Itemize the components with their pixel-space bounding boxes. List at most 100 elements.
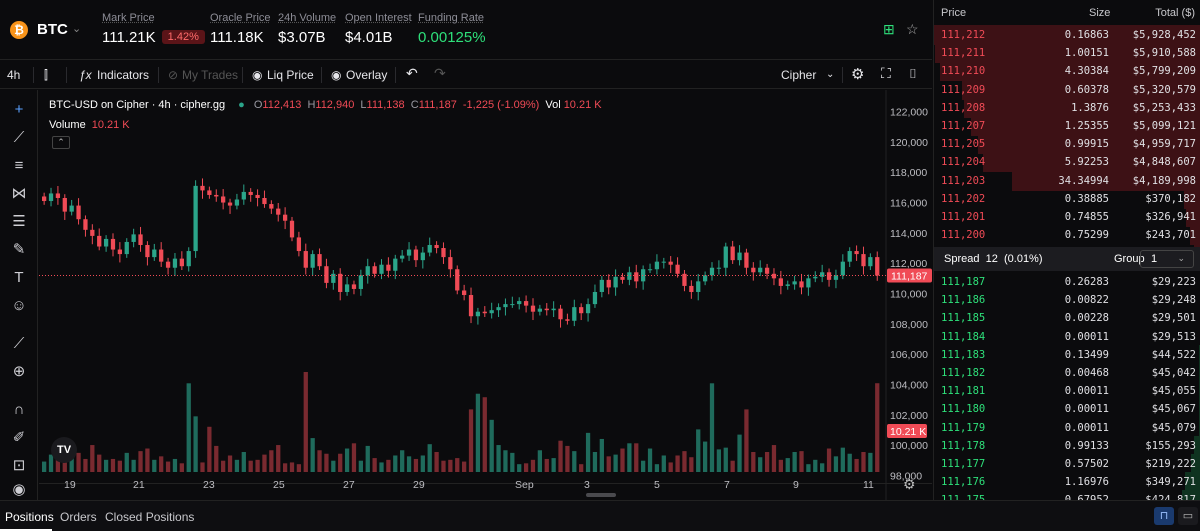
candle-body — [269, 204, 274, 209]
bid-row[interactable]: 111,180 0.00011 $45,067 — [934, 399, 1200, 420]
chart-settings-icon[interactable]: ⚙ — [903, 476, 916, 492]
candle-body — [565, 319, 570, 321]
volume-bar — [413, 458, 419, 472]
zoom-in-icon[interactable]: ⊕ — [12, 363, 26, 380]
fib-icon[interactable]: ☰ — [12, 213, 26, 230]
candle-body — [833, 275, 839, 280]
ask-row[interactable]: 111,201 0.74855 $326,941 — [934, 207, 1200, 227]
settings-gear-icon[interactable]: ⚙ — [851, 66, 865, 83]
bid-row[interactable]: 111,177 0.57502 $219,222 — [934, 454, 1200, 474]
lock-icon[interactable]: ⊡ — [12, 457, 26, 474]
expand-icon[interactable]: ▭ — [1178, 507, 1198, 525]
crosshair-icon[interactable]: + — [14, 101, 24, 118]
toolbar-divider — [33, 67, 34, 83]
lock-icon[interactable]: ⊓ — [1154, 507, 1174, 525]
price-chart[interactable]: 122,000 120,000 118,000 116,000 114,000 112,0… — [39, 90, 932, 500]
ask-row[interactable]: 111,210 4.30384 $5,799,209 — [934, 61, 1200, 82]
bid-row[interactable]: 111,184 0.00011 $29,513 — [934, 326, 1200, 347]
brush-icon[interactable]: ✎ — [12, 241, 26, 258]
pattern-icon[interactable]: ⋈ — [11, 185, 27, 202]
candle-type-icon[interactable]: ⫿ — [44, 68, 48, 82]
redo-icon[interactable]: ↷ — [434, 65, 446, 81]
volume-bar — [826, 448, 832, 472]
magnet-icon[interactable]: ∩ — [13, 401, 25, 418]
ask-row[interactable]: 111,205 0.99915 $4,959,717 — [934, 134, 1200, 155]
lock-drawing-icon[interactable]: ✐ — [12, 429, 26, 446]
chevron-down-icon[interactable]: ⌄ — [72, 23, 82, 35]
bid-row[interactable]: 111,186 0.00822 $29,248 — [934, 290, 1200, 311]
legend-dot-icon: ● — [238, 99, 245, 111]
fullscreen-icon[interactable]: ⛶ — [881, 65, 891, 81]
bid-row[interactable]: 111,179 0.00011 $45,079 — [934, 417, 1200, 438]
ob-price: 111,208 — [941, 101, 986, 114]
stat-label: Oracle Price — [210, 12, 271, 24]
toolbar-divider — [158, 67, 159, 83]
volume-bar — [585, 432, 591, 472]
collapse-legend-button[interactable]: ⌃ — [52, 136, 70, 149]
price-tick-label: 108,000 — [890, 319, 928, 331]
tab-orders[interactable]: Orders — [60, 510, 97, 524]
camera-icon[interactable]: ⌷ — [909, 66, 917, 81]
undo-icon[interactable]: ↶ — [406, 65, 418, 81]
my-trades-button[interactable]: My Trades — [182, 68, 239, 82]
bid-row[interactable]: 111,178 0.99133 $155,293 — [934, 435, 1200, 456]
interval-button[interactable]: 4h — [7, 68, 21, 82]
toolbar-divider — [842, 67, 843, 83]
visibility-eye-icon[interactable]: ◉ — [12, 481, 26, 498]
ruler-icon[interactable]: ⟋ — [13, 335, 25, 352]
volume-bar — [482, 397, 487, 472]
trend-line-icon[interactable]: ⟋ — [13, 129, 25, 146]
depth-bar — [1185, 472, 1200, 493]
bid-row[interactable]: 111,176 1.16976 $349,271 — [934, 472, 1200, 493]
ob-size: 0.00011 — [1064, 403, 1109, 416]
indicators-button[interactable]: Indicators — [97, 68, 150, 82]
spread-text: Spread 12 (0.01%) — [944, 253, 1043, 265]
chart-canvas[interactable]: 122,000 120,000 118,000 116,000 114,000 112,0… — [39, 90, 932, 500]
ask-row[interactable]: 111,202 0.38885 $370,182 — [934, 188, 1200, 209]
change-badge: 1.42% — [161, 30, 205, 44]
bid-row[interactable]: 111,182 0.00468 $45,042 — [934, 363, 1200, 383]
ask-row[interactable]: 111,207 1.25355 $5,099,121 — [934, 116, 1200, 136]
text-icon[interactable]: T — [14, 269, 24, 286]
ask-row[interactable]: 111,203 34.34994 $4,189,998 — [934, 170, 1200, 191]
bid-row[interactable]: 111,183 0.13499 $44,522 — [934, 344, 1200, 365]
star-icon[interactable]: ☆ — [906, 21, 919, 37]
ask-row[interactable]: 111,200 0.75299 $243,701 — [934, 225, 1200, 246]
ask-row[interactable]: 111,208 1.3876 $5,253,433 — [934, 97, 1200, 118]
ob-size: 0.57502 — [1064, 458, 1109, 470]
price-tick-label: 104,000 — [890, 379, 928, 391]
candle-body — [344, 284, 350, 292]
stat-value: 111.18K — [210, 29, 264, 46]
market-selector[interactable]: BTC — [37, 21, 68, 38]
ask-row[interactable]: 111,211 1.00151 $5,910,588 — [934, 43, 1200, 64]
tab-positions[interactable]: Positions — [5, 510, 54, 524]
bid-row[interactable]: 111,185 0.00228 $29,501 — [934, 308, 1200, 329]
volume-label: Volume — [49, 119, 86, 131]
time-tick-label: 23 — [203, 479, 215, 491]
candle-body — [365, 266, 370, 276]
emoji-icon[interactable]: ☺ — [11, 297, 27, 314]
group-select[interactable]: 1 ⌄ — [1140, 250, 1194, 268]
ask-row[interactable]: 111,209 0.60378 $5,320,579 — [934, 79, 1200, 100]
volume-bar — [723, 447, 728, 472]
liq-price-button[interactable]: Liq Price — [267, 68, 314, 82]
layout-grid-icon[interactable]: ⊞ — [883, 21, 895, 37]
ohlc-h-label: H — [307, 99, 316, 111]
volume-bar — [820, 463, 825, 472]
bid-row[interactable]: 111,187 0.26283 $29,223 — [934, 272, 1200, 292]
bid-row[interactable]: 111,181 0.00011 $45,055 — [934, 381, 1200, 402]
panel-resize-handle[interactable] — [586, 493, 616, 497]
tradingview-logo[interactable]: TV — [51, 437, 77, 463]
ask-row[interactable]: 111,204 5.92253 $4,848,607 — [934, 152, 1200, 173]
ask-row[interactable]: 111,212 0.16863 $5,928,452 — [934, 25, 1200, 45]
volume-bar — [592, 452, 598, 472]
tab-closed-positions[interactable]: Closed Positions — [105, 510, 195, 524]
chevron-down-icon[interactable]: ⌄ — [826, 69, 835, 80]
source-selector[interactable]: Cipher — [781, 68, 817, 82]
overlay-button[interactable]: Overlay — [346, 68, 388, 82]
horizontal-lines-icon[interactable]: ≡ — [14, 157, 24, 174]
ob-price: 111,210 — [941, 65, 986, 78]
candle-body — [69, 205, 74, 212]
ob-total: $29,501 — [1151, 312, 1196, 325]
candle-body — [702, 275, 708, 282]
